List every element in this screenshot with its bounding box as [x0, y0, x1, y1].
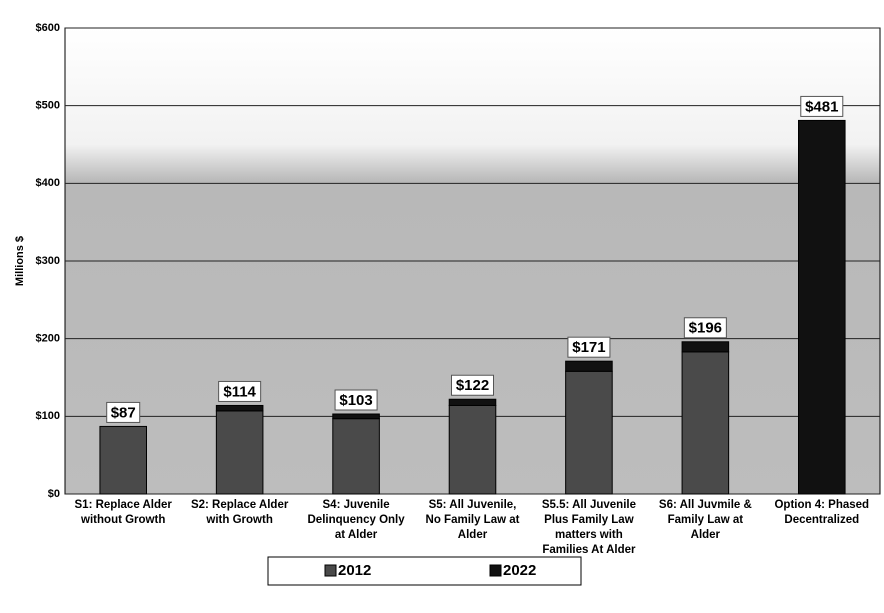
y-tick-label: $200 — [36, 333, 60, 345]
bar-segment — [99, 425, 148, 495]
bar-segment — [565, 360, 613, 372]
data-label-box — [800, 95, 844, 117]
y-tick-label: $600 — [36, 22, 60, 34]
data-label: $114 — [223, 383, 256, 400]
data-label-box — [218, 380, 262, 402]
bar-segment — [215, 410, 264, 495]
x-tick-label: S4: Juvenile Delinquency Only at Alder — [308, 499, 406, 541]
y-tick-label: $100 — [36, 410, 60, 422]
bar-segment — [681, 341, 730, 353]
data-label: $481 — [805, 98, 838, 115]
legend-swatch — [489, 564, 502, 577]
bar-segment — [448, 404, 497, 495]
data-label-box — [567, 336, 611, 358]
x-tick-label: S1: Replace Alder without Growth — [75, 499, 173, 526]
data-label: $103 — [339, 392, 372, 409]
y-tick-label: $0 — [48, 488, 60, 500]
bar-segment — [798, 119, 846, 495]
bar-segment — [215, 404, 264, 412]
data-label-box — [683, 317, 727, 339]
legend-box — [267, 556, 582, 586]
y-axis-label: Millions $ — [14, 236, 26, 286]
y-tick-label: $500 — [36, 100, 60, 112]
data-label: $122 — [456, 377, 489, 394]
data-label-box — [334, 389, 378, 411]
bar-segment — [565, 370, 613, 495]
data-label-box — [451, 374, 494, 396]
data-label-box — [106, 401, 141, 423]
x-tick-label: S5.5: All Juvenile Plus Family Law matters… — [542, 499, 636, 556]
y-tick-label: $300 — [36, 255, 60, 267]
bar-segment — [448, 398, 497, 406]
x-tick-label: S5: All Juvenile, No Family Law at Alder — [426, 499, 520, 541]
legend-label: 2012 — [338, 562, 371, 579]
data-label: $171 — [572, 339, 605, 356]
bar-segment — [681, 351, 730, 495]
bar-segment — [332, 418, 380, 495]
bar-segment — [332, 413, 380, 420]
legend-label: 2022 — [503, 562, 536, 579]
legend-swatch — [324, 564, 337, 577]
x-tick-label: S6: All Juvmile & Family Law at Alder — [659, 499, 752, 541]
data-label: $87 — [111, 404, 136, 421]
x-tick-label: S2: Replace Alder with Growth — [191, 499, 289, 526]
y-tick-label: $400 — [36, 177, 60, 189]
x-tick-label: Option 4: Phased Decentralized — [774, 499, 869, 526]
data-label: $196 — [689, 320, 722, 337]
